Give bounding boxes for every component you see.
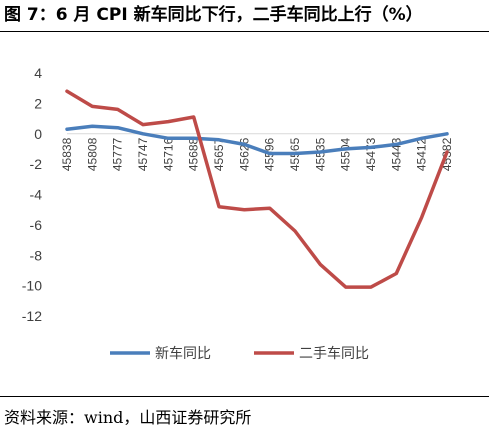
footer-divider bbox=[0, 396, 489, 397]
y-tick-label: -4 bbox=[30, 187, 43, 203]
x-tick-label: 45473 bbox=[364, 137, 378, 171]
legend: 新车同比 二手车同比 bbox=[110, 345, 369, 362]
y-tick-label: -2 bbox=[30, 156, 43, 172]
line-chart: 4 2 0 -2 -4 -6 -8 -10 -12 45838 45808 45777 45747 45… bbox=[22, 65, 454, 362]
x-tick-label: 45504 bbox=[339, 137, 353, 171]
x-axis-ticks: 45838 45808 45777 45747 45716 45688 45657 45626… bbox=[60, 137, 454, 171]
x-tick-label: 45808 bbox=[85, 137, 99, 171]
series-line-used-car bbox=[65, 89, 449, 289]
title-divider bbox=[0, 31, 489, 32]
series-lines bbox=[65, 89, 449, 289]
legend-label: 新车同比 bbox=[155, 345, 211, 362]
page-title: 图 7：6 月 CPI 新车同比下行，二手车同比上行（%） bbox=[4, 5, 423, 25]
x-tick-label: 45657 bbox=[212, 137, 226, 171]
y-tick-label: 4 bbox=[34, 65, 42, 81]
y-tick-label: 0 bbox=[34, 126, 42, 142]
y-tick-label: -12 bbox=[22, 308, 42, 324]
y-tick-label: -10 bbox=[22, 278, 42, 294]
x-tick-label: 45777 bbox=[111, 137, 125, 171]
y-tick-label: 2 bbox=[34, 95, 42, 111]
y-tick-label: -8 bbox=[30, 247, 43, 263]
x-tick-label: 45747 bbox=[136, 137, 150, 171]
x-tick-label: 45688 bbox=[187, 137, 201, 171]
x-tick-label: 45412 bbox=[415, 137, 429, 171]
y-axis-ticks: 4 2 0 -2 -4 -6 -8 -10 -12 bbox=[22, 65, 42, 324]
x-tick-label: 45535 bbox=[313, 137, 327, 171]
series-line-new-car bbox=[65, 124, 449, 156]
x-tick-label: 45716 bbox=[161, 137, 175, 171]
y-tick-label: -6 bbox=[30, 217, 43, 233]
legend-label: 二手车同比 bbox=[299, 345, 369, 362]
source-note: 资料来源：wind，山西证券研究所 bbox=[4, 408, 252, 427]
x-tick-label: 45838 bbox=[60, 137, 74, 171]
